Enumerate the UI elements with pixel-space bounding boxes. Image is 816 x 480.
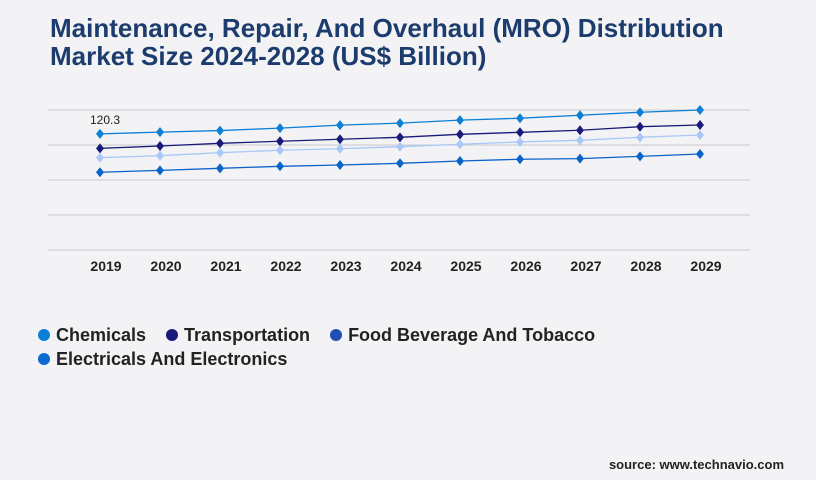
- x-tick-label: 2029: [690, 258, 721, 274]
- chart-title: Maintenance, Repair, And Overhaul (MRO) …: [50, 13, 724, 71]
- legend-label: Food Beverage And Tobacco: [348, 324, 596, 345]
- data-point: [456, 115, 464, 126]
- legend-marker-icon: [38, 353, 50, 365]
- x-tick-label: 2020: [150, 258, 181, 274]
- legend-label: Electricals And Electronics: [56, 348, 288, 369]
- x-tick-label: 2026: [510, 258, 541, 274]
- data-point: [456, 129, 464, 140]
- data-point: [96, 167, 104, 178]
- data-point: [516, 154, 524, 165]
- data-point: [456, 155, 464, 166]
- data-point: [696, 130, 704, 141]
- data-point: [696, 105, 704, 115]
- data-point: [156, 165, 164, 176]
- data-point: [216, 125, 224, 136]
- data-point: [96, 143, 104, 154]
- data-point: [156, 141, 164, 152]
- x-tick-label: 2025: [450, 258, 481, 274]
- data-point: [396, 132, 404, 143]
- data-point: [636, 121, 644, 132]
- data-label: 120.3: [90, 113, 120, 127]
- legend-label: Transportation: [184, 324, 311, 345]
- data-point: [336, 120, 344, 131]
- data-point: [636, 107, 644, 118]
- data-point: [636, 151, 644, 162]
- data-point: [696, 119, 704, 130]
- legend-marker-icon: [330, 329, 343, 341]
- data-point: [576, 125, 584, 136]
- data-point: [276, 161, 284, 172]
- data-point: [336, 134, 344, 145]
- data-point: [396, 158, 404, 169]
- data-point: [576, 153, 584, 164]
- data-point: [216, 163, 224, 174]
- data-point: [396, 141, 404, 152]
- data-point: [516, 127, 524, 138]
- data-point: [156, 127, 164, 138]
- x-tick-label: 2023: [330, 258, 361, 274]
- legend-item: Transportation: [166, 323, 310, 347]
- legend-label: Chemicals: [56, 324, 147, 345]
- x-tick-label: 2024: [390, 258, 421, 274]
- data-point: [156, 150, 164, 161]
- data-point: [276, 136, 284, 147]
- data-point: [96, 152, 104, 163]
- x-tick-label: 2019: [90, 258, 121, 274]
- data-point: [576, 135, 584, 146]
- legend-marker-icon: [38, 329, 50, 341]
- source-text: source: www.technavio.com: [608, 457, 784, 472]
- legend: Chemicals Transportation Food Beverage And…: [38, 323, 638, 371]
- legend-item: Chemicals: [38, 323, 146, 347]
- data-point: [336, 143, 344, 154]
- line-chart: 2019 2020 2021 2022 2023 2024 2025 2026 2027 2028…: [48, 105, 750, 274]
- data-point: [216, 138, 224, 149]
- data-point: [396, 118, 404, 129]
- data-point: [216, 147, 224, 158]
- x-tick-label: 2027: [570, 258, 601, 274]
- data-point: [576, 110, 584, 121]
- x-tick-label: 2021: [210, 258, 241, 274]
- data-point: [696, 149, 704, 160]
- data-point: [276, 145, 284, 156]
- data-point: [276, 123, 284, 134]
- data-point: [336, 160, 344, 171]
- data-point: [636, 132, 644, 143]
- x-tick-label: 2022: [270, 258, 301, 274]
- data-point: [516, 136, 524, 147]
- data-point: [96, 128, 104, 139]
- x-tick-label: 2028: [630, 258, 661, 274]
- data-point: [516, 113, 524, 124]
- legend-item: Electricals And Electronics: [38, 347, 287, 371]
- data-point: [456, 139, 464, 150]
- legend-item: Food Beverage And Tobacco: [330, 323, 595, 347]
- legend-marker-icon: [166, 329, 179, 341]
